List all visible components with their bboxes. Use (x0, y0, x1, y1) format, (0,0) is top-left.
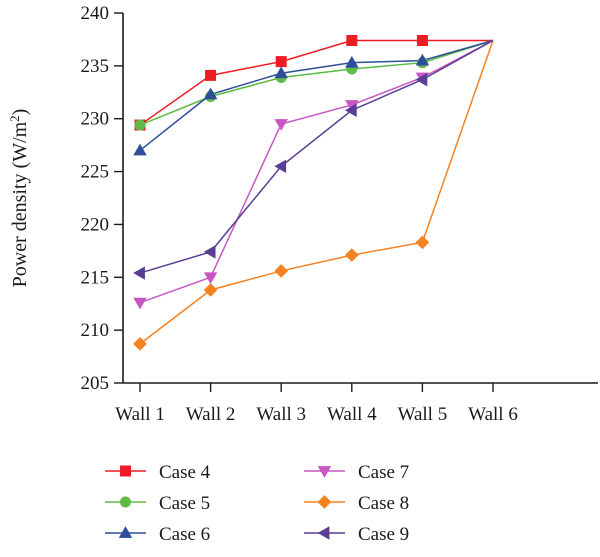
series-case-9 (139, 39, 494, 274)
y-tick-label: 240 (81, 3, 110, 24)
data-point (203, 272, 218, 285)
y-tick-label: 230 (81, 109, 110, 130)
legend-item: Case 7 (304, 462, 409, 483)
y-tick-label: 205 (81, 373, 110, 394)
data-point (345, 55, 359, 68)
legend-item: Case 8 (304, 493, 409, 514)
legend-marker (120, 465, 132, 477)
data-point (133, 143, 147, 156)
series-case-7 (139, 39, 494, 304)
legend-label: Case 4 (159, 462, 211, 483)
data-point (203, 283, 218, 297)
data-point (203, 245, 216, 259)
data-point (203, 87, 218, 100)
legend-label: Case 7 (358, 462, 409, 483)
data-point (415, 53, 430, 66)
series-case-5 (139, 39, 494, 126)
data-point (205, 69, 217, 81)
legend-item: Case 6 (105, 524, 210, 545)
data-point (133, 266, 145, 280)
data-point (274, 264, 289, 278)
series-line (139, 39, 494, 304)
series-line (139, 40, 494, 345)
data-point (274, 119, 288, 131)
series-line (139, 39, 494, 274)
data-point (274, 66, 288, 79)
legend-marker (317, 466, 332, 478)
x-tick-label: Wall 3 (256, 404, 306, 425)
data-point (344, 103, 357, 117)
x-tick-label: Wall 2 (186, 404, 236, 425)
data-point (416, 34, 428, 46)
legend-marker (317, 526, 330, 540)
legend-label: Case 6 (159, 524, 210, 545)
legend-marker (120, 496, 132, 508)
y-ticks: 205 210 215 220 225 230 235 240 (81, 3, 123, 394)
x-ticks: Wall 1 Wall 2 Wall 3 Wall 4 Wall 5 Wall 6 (115, 383, 518, 425)
series-layer (133, 34, 494, 351)
data-point (415, 235, 430, 250)
data-point (274, 159, 287, 174)
markers-case-8 (133, 235, 430, 351)
legend-marker (317, 495, 332, 509)
legend-label: Case 9 (358, 524, 409, 545)
y-tick-label: 225 (81, 162, 110, 183)
x-tick-label: Wall 5 (398, 404, 448, 425)
data-point (346, 34, 358, 46)
series-line (139, 39, 494, 152)
y-tick-label: 210 (81, 320, 110, 341)
series-line (139, 39, 494, 126)
legend-label: Case 8 (358, 493, 409, 514)
series-case-8 (139, 40, 494, 345)
series-case-4 (139, 39, 493, 126)
data-point (133, 297, 147, 310)
x-tick-label: Wall 6 (468, 404, 518, 425)
data-point (133, 337, 147, 351)
legend-item: Case 4 (105, 462, 211, 483)
legend-item: Case 5 (105, 493, 210, 514)
x-tick-label: Wall 4 (327, 404, 377, 425)
legend-label: Case 5 (159, 493, 210, 514)
y-tick-label: 220 (81, 214, 110, 235)
y-axis-title: Power density (W/m2) (7, 109, 32, 288)
legend: Case 4 Case 5 Case 6 Case 7 Case 8 Case 9 (105, 462, 409, 545)
markers-case-6 (133, 53, 430, 156)
y-tick-label: 235 (81, 56, 110, 77)
series-line (139, 39, 493, 126)
data-point (344, 248, 359, 262)
data-point (134, 119, 146, 131)
series-case-6 (139, 39, 494, 152)
data-point (415, 72, 428, 87)
x-tick-label: Wall 1 (115, 404, 165, 425)
legend-marker (118, 526, 133, 538)
y-tick-label: 215 (81, 267, 110, 288)
data-point (275, 56, 287, 68)
legend-item: Case 9 (304, 524, 409, 545)
markers-case-9 (133, 72, 428, 280)
